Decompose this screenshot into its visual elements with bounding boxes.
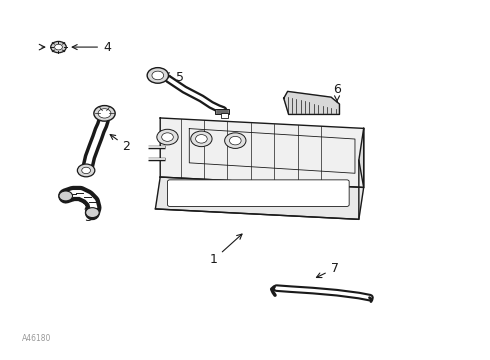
Text: 7: 7	[317, 262, 339, 278]
Circle shape	[196, 135, 207, 143]
Text: 5: 5	[164, 71, 184, 84]
Circle shape	[224, 133, 246, 148]
Text: 3: 3	[84, 204, 92, 224]
Polygon shape	[160, 118, 364, 188]
Circle shape	[77, 164, 95, 177]
Circle shape	[229, 136, 241, 145]
Circle shape	[51, 41, 66, 53]
Circle shape	[98, 109, 111, 118]
Text: A46180: A46180	[22, 334, 51, 343]
Polygon shape	[359, 129, 364, 188]
Circle shape	[94, 105, 115, 121]
Text: 1: 1	[210, 234, 242, 266]
FancyBboxPatch shape	[168, 180, 349, 206]
Circle shape	[147, 68, 169, 83]
Circle shape	[191, 131, 212, 147]
Circle shape	[152, 71, 164, 80]
Circle shape	[59, 191, 73, 201]
Bar	[221, 113, 227, 118]
Circle shape	[86, 208, 99, 217]
Circle shape	[162, 133, 173, 141]
Circle shape	[157, 129, 178, 145]
Text: 4: 4	[72, 41, 111, 54]
Text: 6: 6	[333, 83, 341, 102]
Polygon shape	[155, 177, 364, 219]
Bar	[215, 109, 228, 114]
Polygon shape	[284, 91, 340, 114]
Circle shape	[54, 44, 62, 50]
Text: 2: 2	[110, 135, 130, 153]
Circle shape	[82, 167, 91, 174]
